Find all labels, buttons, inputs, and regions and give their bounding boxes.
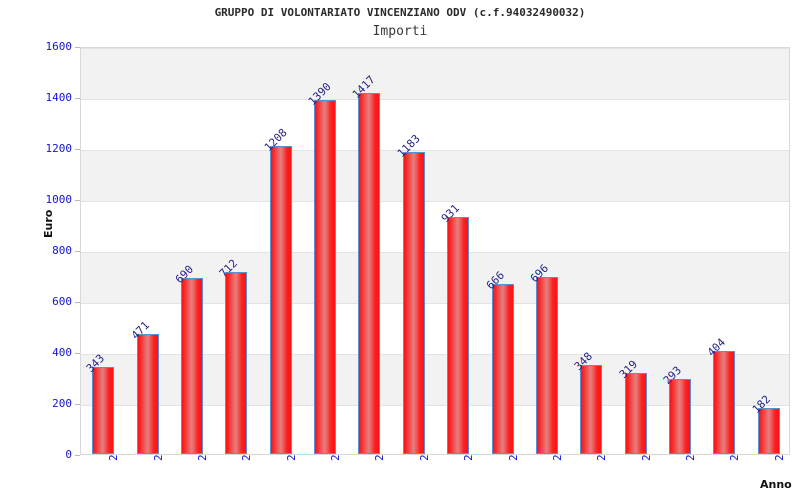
gridline	[81, 201, 789, 202]
chart-subtitle: Importi	[372, 24, 428, 39]
bar[interactable]	[713, 350, 736, 454]
bar[interactable]	[92, 366, 115, 454]
bar[interactable]	[491, 284, 514, 454]
bar[interactable]	[580, 365, 603, 454]
y-tick-label: 1000	[45, 193, 73, 206]
y-tick-mark	[75, 353, 80, 354]
gridline	[81, 405, 789, 406]
y-tick-mark	[75, 404, 80, 405]
y-tick-label: 200	[52, 397, 72, 410]
gridline	[81, 252, 789, 253]
y-tick-mark	[75, 98, 80, 99]
bar[interactable]	[624, 372, 647, 454]
bar[interactable]	[180, 278, 203, 454]
bar[interactable]	[447, 216, 470, 454]
bar[interactable]	[225, 272, 248, 454]
plot-area	[80, 47, 790, 455]
y-axis-label: Euro	[42, 209, 55, 238]
gridline	[81, 354, 789, 355]
bar[interactable]	[136, 333, 159, 454]
y-tick-label: 600	[52, 295, 72, 308]
y-tick-mark	[75, 149, 80, 150]
bar[interactable]	[358, 92, 381, 454]
y-tick-label: 1200	[45, 142, 73, 155]
y-tick-label: 1600	[45, 40, 73, 53]
bar[interactable]	[757, 407, 780, 454]
y-tick-mark	[75, 47, 80, 48]
y-tick-label: 400	[52, 346, 72, 359]
plot-band	[81, 48, 789, 99]
bar[interactable]	[314, 99, 337, 454]
y-tick-label: 1400	[45, 91, 73, 104]
plot-band	[81, 150, 789, 201]
y-tick-label: 800	[52, 244, 72, 257]
bar[interactable]	[402, 152, 425, 454]
gridline	[81, 150, 789, 151]
bar[interactable]	[535, 276, 558, 454]
chart-title: GRUPPO DI VOLONTARIATO VINCENZIANO ODV (…	[214, 6, 586, 19]
y-tick-mark	[75, 251, 80, 252]
gridline	[81, 48, 789, 49]
y-tick-mark	[75, 302, 80, 303]
y-tick-label: 0	[65, 448, 72, 461]
bar[interactable]	[669, 379, 692, 454]
y-tick-mark	[75, 455, 80, 456]
y-tick-mark	[75, 200, 80, 201]
x-axis-label: Anno	[760, 478, 792, 491]
bar[interactable]	[269, 145, 292, 454]
gridline	[81, 303, 789, 304]
gridline	[81, 99, 789, 100]
